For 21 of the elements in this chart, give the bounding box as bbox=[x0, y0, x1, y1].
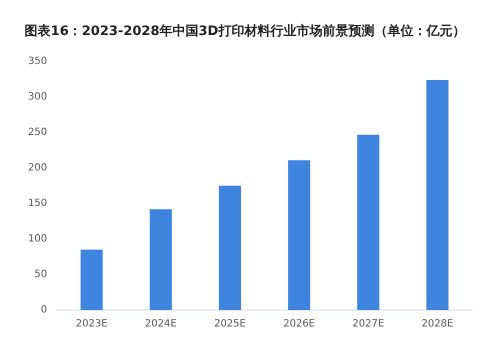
y-tick-label: 150 bbox=[28, 198, 48, 210]
x-tick-label: 2024E bbox=[144, 318, 177, 330]
y-tick-label: 0 bbox=[40, 304, 48, 316]
y-tick-label: 100 bbox=[28, 234, 48, 245]
chart-title: 图表16：2023-2028年中国3D打印材料行业市场前景预测（单位：亿元） bbox=[24, 23, 466, 40]
y-tick-label: 50 bbox=[34, 269, 48, 280]
x-tick-label: 2027E bbox=[352, 318, 384, 330]
y-tick-label: 200 bbox=[28, 162, 48, 174]
x-tick-label: 2026E bbox=[283, 318, 316, 330]
y-tick-label: 300 bbox=[28, 92, 48, 103]
bar bbox=[150, 209, 172, 310]
x-tick-label: 2023E bbox=[76, 318, 108, 330]
bar bbox=[218, 186, 242, 310]
bar bbox=[80, 250, 103, 310]
bar bbox=[288, 160, 310, 310]
bar bbox=[357, 134, 380, 310]
x-tick-label: 2028E bbox=[422, 318, 454, 330]
y-tick-label: 350 bbox=[28, 56, 48, 68]
y-tick-label: 250 bbox=[28, 127, 48, 138]
bar bbox=[426, 80, 448, 310]
x-tick-label: 2025E bbox=[214, 318, 246, 330]
